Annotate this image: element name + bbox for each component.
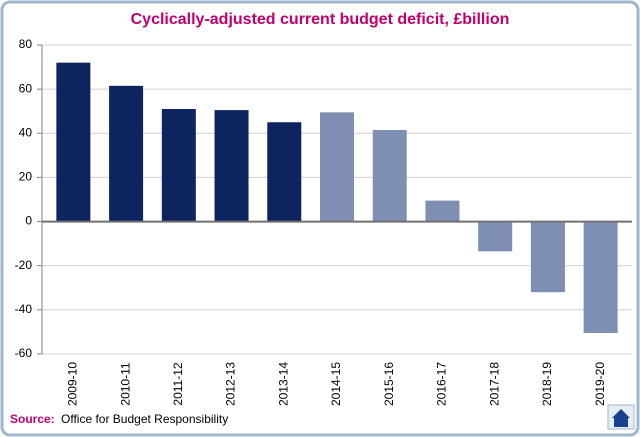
source-label: Source: (10, 412, 55, 426)
bar (214, 110, 249, 222)
y-tick-label: -20 (15, 258, 33, 272)
x-tick-label: 2012-13 (224, 362, 238, 406)
x-tick-label: 2013-14 (276, 362, 290, 406)
bar (583, 221, 618, 334)
x-tick-label: 2017-18 (487, 362, 501, 406)
y-tick-label: -40 (15, 302, 33, 316)
bar (320, 112, 354, 222)
y-tick-label: 40 (19, 125, 33, 139)
y-tick-label: 60 (19, 81, 33, 95)
x-tick-label: 2010-11 (118, 362, 132, 405)
x-tick-label: 2014-15 (329, 362, 343, 406)
y-tick-label: -60 (15, 346, 33, 360)
bar (478, 221, 513, 252)
chart-title: Cyclically-adjusted current budget defic… (131, 11, 510, 28)
bar (161, 109, 196, 222)
x-tick-label: 2011-12 (171, 362, 185, 405)
x-tick-label: 2015-16 (382, 362, 396, 406)
x-tick-label: 2018-19 (540, 362, 554, 406)
bar (372, 129, 407, 222)
home-icon (607, 404, 635, 430)
bar (109, 85, 144, 222)
y-tick-label: 0 (25, 214, 32, 228)
y-tick-label: 80 (19, 37, 33, 51)
bar (56, 62, 91, 222)
bar (530, 221, 565, 293)
bar (267, 122, 302, 222)
bar (425, 200, 460, 222)
x-tick-label: 2019-20 (593, 362, 607, 406)
x-tick-label: 2016-17 (435, 362, 449, 406)
x-tick-label: 2009-10 (66, 362, 80, 406)
source: Office for Budget Responsibility (61, 412, 228, 426)
y-tick-label: 20 (19, 170, 33, 184)
